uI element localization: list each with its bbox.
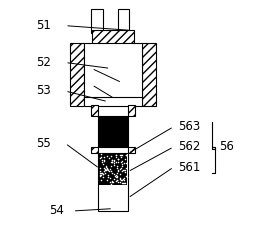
Bar	[70, 43, 84, 106]
Bar	[91, 105, 99, 116]
Text: 53: 53	[36, 85, 51, 98]
Bar	[91, 9, 103, 33]
Bar	[128, 105, 135, 116]
Bar	[99, 116, 128, 147]
Text: 561: 561	[178, 161, 200, 174]
Text: 563: 563	[178, 120, 200, 133]
Bar	[99, 152, 128, 211]
Bar	[128, 147, 135, 152]
Bar	[99, 152, 127, 185]
Bar	[118, 9, 129, 33]
Bar	[92, 30, 134, 45]
Bar	[91, 147, 99, 152]
Text: 55: 55	[36, 137, 51, 150]
Text: 56: 56	[219, 140, 234, 153]
Bar	[84, 43, 142, 106]
Text: 562: 562	[178, 140, 200, 153]
Bar	[142, 43, 156, 106]
Text: 51: 51	[36, 19, 51, 32]
Text: 52: 52	[36, 56, 51, 69]
Text: 54: 54	[49, 205, 64, 217]
